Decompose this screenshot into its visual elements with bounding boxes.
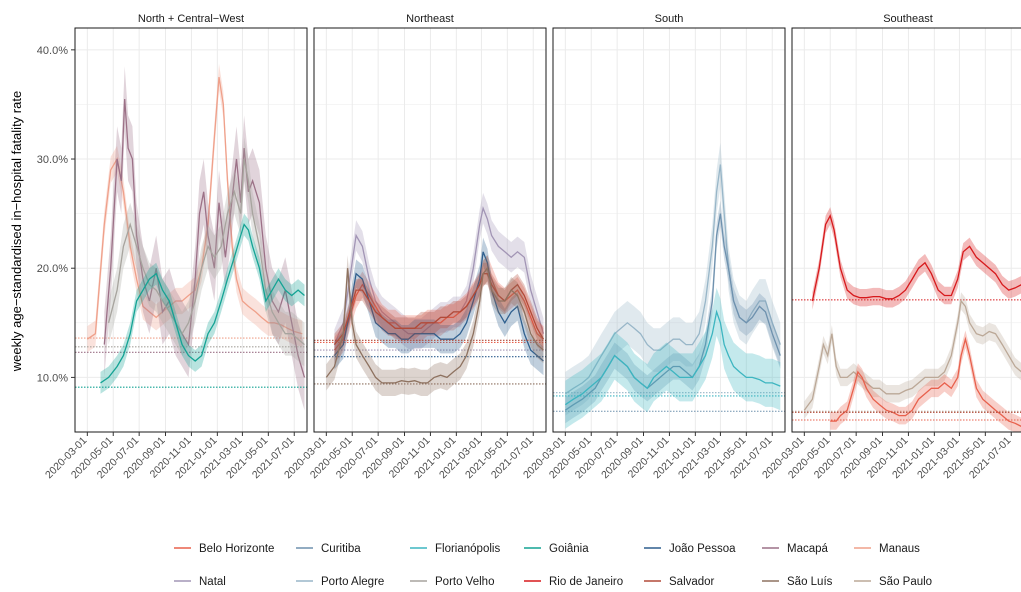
panel-strip xyxy=(553,8,785,27)
legend-item-florianopolis: Florianópolis xyxy=(410,543,500,555)
series-sao-luis xyxy=(314,255,546,396)
series-porto-velho xyxy=(75,137,307,367)
legend-item-porto-velho: Porto Velho xyxy=(410,576,494,588)
panel-title: North + Central−West xyxy=(138,13,244,25)
panel-title: South xyxy=(655,13,684,25)
series-belo-horizonte xyxy=(792,330,1021,432)
legend-label: Porto Alegre xyxy=(321,576,384,588)
line-sao-paulo xyxy=(803,299,1021,411)
series-rio-de-janeiro xyxy=(792,207,1021,310)
legend-label: Florianópolis xyxy=(435,543,500,555)
panel-southeast: Southeast2020-03-012020-05-012020-07-012… xyxy=(760,8,1021,481)
series-group xyxy=(314,192,546,396)
series-sao-paulo xyxy=(792,292,1021,419)
line-rio-de-janeiro xyxy=(811,214,1021,302)
series-group xyxy=(75,64,307,411)
band-sao-paulo xyxy=(804,292,1021,419)
line-belo-horizonte xyxy=(333,266,544,351)
panel-south: South2020-03-012020-05-012020-07-012020-… xyxy=(521,8,786,481)
grid xyxy=(792,28,1021,433)
legend-label: Salvador xyxy=(669,576,715,588)
y-tick-label: 20.0% xyxy=(37,263,68,275)
legend-label: Manaus xyxy=(879,543,920,555)
legend-item-joao-pessoa: João Pessoa xyxy=(644,543,736,555)
panel-north-central-west: North + Central−West2020-03-012020-05-01… xyxy=(43,8,308,481)
band-belo-horizonte xyxy=(830,330,1021,432)
legend-label: Curitiba xyxy=(321,543,361,555)
line-florianopolis xyxy=(564,309,781,406)
panel-title: Southeast xyxy=(883,13,933,25)
panel-strip xyxy=(792,8,1021,27)
panel-title: Northeast xyxy=(406,13,454,25)
legend-item-rio-de-janeiro: Rio de Janeiro xyxy=(524,576,623,588)
line-sao-luis xyxy=(325,266,544,384)
legend-item-natal: Natal xyxy=(174,576,226,588)
legend-label: João Pessoa xyxy=(669,543,736,555)
legend: Belo Horizonte Curitiba Florianópolis Goiân… xyxy=(174,543,932,588)
legend-item-salvador: Salvador xyxy=(644,576,715,588)
legend-item-porto-alegre: Porto Alegre xyxy=(296,576,384,588)
panel-strip xyxy=(75,8,307,27)
y-tick-label: 30.0% xyxy=(37,154,68,166)
grid xyxy=(314,28,546,433)
line-macapa xyxy=(103,98,306,378)
panel-strip xyxy=(314,8,546,27)
legend-label: Goiânia xyxy=(549,543,589,555)
band-manaus xyxy=(87,64,303,353)
line-porto-velho xyxy=(107,158,305,346)
series-goiania xyxy=(75,213,307,394)
legend-label: São Luís xyxy=(787,576,833,588)
band-rio-de-janeiro xyxy=(812,207,1021,310)
legend-label: Belo Horizonte xyxy=(199,543,274,555)
legend-label: Porto Velho xyxy=(435,576,494,588)
legend-label: São Paulo xyxy=(879,576,932,588)
line-belo-horizonte xyxy=(830,336,1021,427)
legend-item-curitiba: Curitiba xyxy=(296,543,361,555)
band-florianopolis xyxy=(565,287,781,429)
series-group xyxy=(792,207,1021,432)
line-joao-pessoa xyxy=(333,251,544,362)
band-porto-alegre xyxy=(565,142,781,416)
y-tick-label: 40.0% xyxy=(37,45,68,57)
y-tick-label: 10.0% xyxy=(37,372,68,384)
series-florianopolis xyxy=(553,287,785,429)
legend-item-goiania: Goiânia xyxy=(524,543,589,555)
legend-item-manaus: Manaus xyxy=(854,543,920,555)
legend-item-sao-luis: São Luís xyxy=(762,576,833,588)
legend-item-sao-paulo: São Paulo xyxy=(854,576,932,588)
band-sao-luis xyxy=(326,255,544,396)
legend-label: Natal xyxy=(199,576,226,588)
panel-northeast: Northeast2020-03-012020-05-012020-07-012… xyxy=(282,8,547,481)
y-axis-label: weekly age−standardised in−hospital fata… xyxy=(9,91,24,372)
y-axis: 10.0% 20.0% 30.0% 40.0% xyxy=(37,45,75,384)
legend-item-macapa: Macapá xyxy=(762,543,829,555)
legend-label: Rio de Janeiro xyxy=(549,576,623,588)
line-goiania xyxy=(100,223,305,384)
legend-label: Macapá xyxy=(787,543,829,555)
series-macapa xyxy=(75,66,307,411)
band-goiania xyxy=(100,213,305,394)
legend-item-belo-horizonte: Belo Horizonte xyxy=(174,543,274,555)
series-group xyxy=(553,142,785,429)
